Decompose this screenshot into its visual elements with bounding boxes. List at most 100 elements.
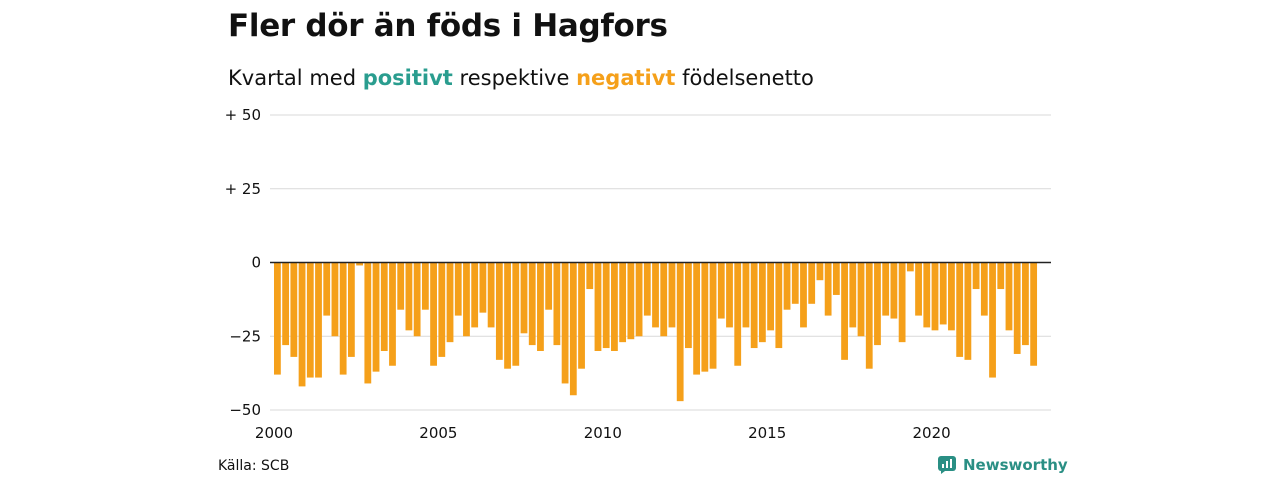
bar [602,262,610,349]
bar [446,262,454,343]
bar [832,262,840,295]
brand-name: Newsworthy [963,456,1068,474]
brand-logo[interactable]: Newsworthy [938,456,1068,474]
bar [931,262,939,331]
bar [397,262,405,310]
bar [282,262,290,346]
bar [668,262,676,328]
bar [454,262,462,316]
bar [635,262,643,337]
x-tick-label: 2020 [913,424,951,442]
bar [1005,262,1013,331]
bar [512,262,520,366]
bar [389,262,396,366]
bar [800,262,807,328]
bar [980,262,988,316]
bar [1030,262,1038,366]
y-tick-label: −50 [229,401,261,419]
bar [339,262,347,375]
bar [405,262,413,331]
bar [578,262,585,369]
subtitle-suffix: födelsenetto [682,66,814,90]
bar [306,262,314,378]
chart-title: Fler dör än föds i Hagfors [228,8,668,44]
bar [504,262,511,369]
x-tick-label: 2015 [748,424,786,442]
bar [380,262,388,351]
bar [972,262,980,290]
bar [808,262,816,304]
bar [709,262,717,369]
bar [758,262,766,343]
bar [948,262,955,331]
bar [964,262,972,360]
chart-subtitle: Kvartal med positivt respektive negativt… [228,66,814,90]
bar [413,262,421,337]
bar [323,262,331,316]
bar [298,262,306,387]
bar [364,262,372,384]
y-tick-label: −25 [229,327,261,345]
bar [569,262,577,396]
bar [890,262,898,319]
y-tick-label: + 25 [225,180,261,198]
bar [824,262,832,316]
bar [471,262,479,328]
bar [520,262,528,334]
bar [750,262,758,349]
newsworthy-icon [938,456,956,474]
bar [421,262,429,310]
subtitle-prefix: Kvartal med [228,66,357,90]
bar [372,262,380,372]
y-tick-label: + 50 [225,106,261,124]
x-tick-label: 2005 [419,424,457,442]
bar [989,262,996,378]
bar [693,262,701,375]
subtitle-positive: positivt [362,66,453,90]
x-tick-label: 2000 [255,424,293,442]
bar [479,262,487,313]
bar [726,262,733,328]
bar [865,262,873,369]
bar [487,262,495,328]
bar [627,262,635,340]
bar [742,262,750,328]
bar [619,262,627,343]
bar [594,262,602,351]
bar [660,262,668,337]
bar [882,262,890,316]
bar [586,262,594,290]
bar [783,262,791,310]
bar [611,262,618,351]
bar [356,262,363,266]
bar [495,262,503,360]
bar [652,262,659,328]
bar [767,262,774,331]
bar [734,262,742,366]
bar [561,262,569,384]
bar [1022,262,1029,346]
bar [841,262,848,360]
bar [939,262,947,325]
bar [676,262,684,402]
bar [956,262,964,357]
bar [290,262,298,357]
bar [997,262,1005,290]
bar [685,262,692,349]
source-note: Källa: SCB [218,458,290,474]
bar [463,262,470,337]
bar [545,262,553,310]
bar [701,262,709,372]
bar [915,262,922,316]
bar [923,262,931,328]
bar [430,262,437,366]
bar [553,262,561,346]
bar [775,262,783,349]
bar [874,262,881,346]
bar [816,262,824,281]
bar [528,262,536,346]
y-tick-label: 0 [251,254,261,272]
bar [438,262,446,357]
bar [347,262,355,357]
